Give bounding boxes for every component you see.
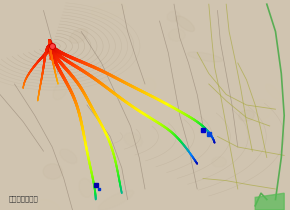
Ellipse shape [187, 52, 222, 62]
Text: 提供：気象大学: 提供：気象大学 [9, 195, 39, 202]
Ellipse shape [43, 164, 62, 179]
Polygon shape [255, 193, 284, 210]
Ellipse shape [175, 16, 195, 32]
Ellipse shape [37, 200, 59, 210]
Ellipse shape [168, 29, 185, 41]
Ellipse shape [143, 78, 156, 93]
Ellipse shape [70, 29, 88, 43]
Ellipse shape [53, 82, 68, 100]
Ellipse shape [92, 2, 126, 18]
Ellipse shape [212, 157, 226, 167]
Ellipse shape [79, 178, 93, 197]
Ellipse shape [248, 100, 271, 121]
Ellipse shape [266, 84, 281, 99]
Ellipse shape [239, 110, 254, 121]
